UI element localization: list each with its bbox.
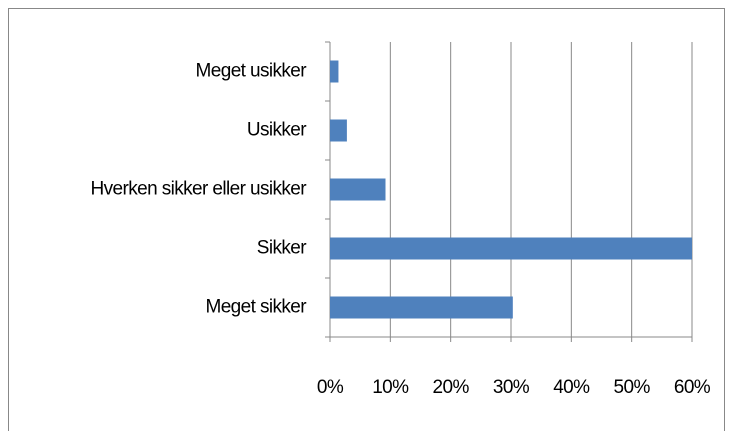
chart-border <box>8 8 725 431</box>
x-tick-label: 30% <box>493 377 530 398</box>
bar <box>330 178 386 201</box>
bar <box>330 237 692 260</box>
y-tick-label: Meget usikker <box>196 61 308 82</box>
x-tick-label: 20% <box>433 377 470 398</box>
bar <box>330 60 339 83</box>
y-tick-label: Sikker <box>257 238 307 259</box>
y-tick-label: Meget sikker <box>205 297 307 318</box>
x-tick-label: 60% <box>674 377 711 398</box>
y-tick-label: Usikker <box>247 120 307 141</box>
y-tick-label: Hverken sikker eller usikker <box>91 179 308 200</box>
x-tick-label: 10% <box>372 377 409 398</box>
bar <box>330 296 513 319</box>
x-tick-label: 40% <box>553 377 590 398</box>
bar <box>330 119 347 142</box>
x-tick-label: 50% <box>614 377 651 398</box>
x-tick-label: 0% <box>317 377 344 398</box>
